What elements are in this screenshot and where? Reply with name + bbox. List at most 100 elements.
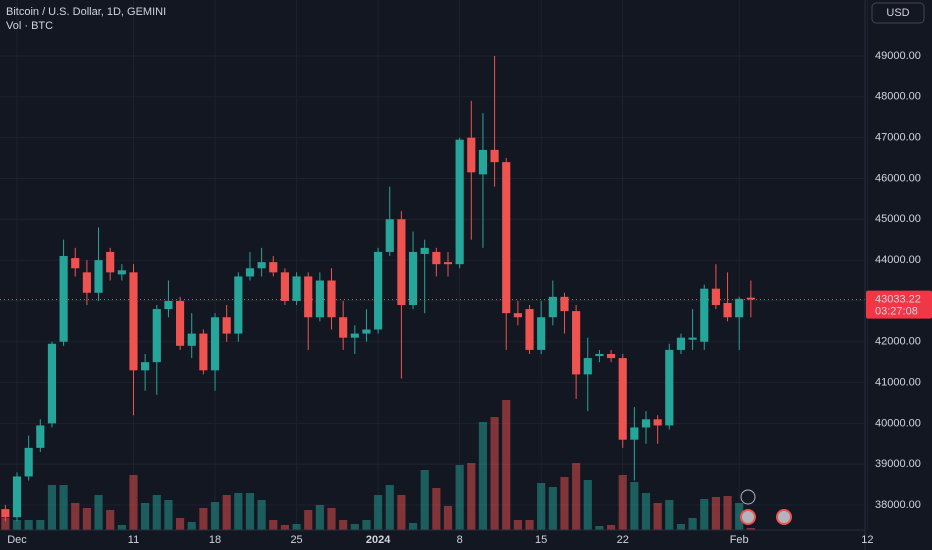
candle-body	[525, 309, 534, 350]
candle-body	[583, 358, 592, 375]
volume-bar	[339, 520, 348, 530]
candle-body	[467, 137, 476, 173]
y-tick-label: 44000.00	[875, 254, 921, 266]
volume-bar	[443, 506, 453, 530]
volume-bar	[618, 475, 627, 530]
volume-bar	[606, 525, 616, 530]
candle-body	[129, 272, 138, 371]
candle-body	[315, 280, 324, 318]
x-tick-label: 22	[617, 534, 629, 546]
volume-bar	[234, 493, 243, 530]
axes: 38000.00 39000.00 40000.00 41000.00 42000.00…	[7, 50, 932, 546]
candle-body	[280, 272, 289, 301]
candle-body	[723, 302, 732, 318]
candle-body	[339, 317, 348, 338]
x-tick-label: 11	[128, 534, 139, 546]
volume-bar	[420, 470, 429, 530]
candle-body	[432, 251, 441, 265]
volume-bar	[735, 503, 744, 530]
y-tick-label: 39000.00	[875, 458, 921, 470]
volume-bar	[478, 422, 488, 530]
volume-bar	[47, 485, 57, 530]
candle-body	[711, 288, 720, 306]
candle-body	[560, 296, 569, 312]
candle-body	[12, 476, 22, 518]
candle-body	[176, 300, 185, 346]
volume-bar	[711, 497, 720, 530]
candle-body	[408, 251, 418, 306]
volume-bar	[199, 508, 208, 530]
candle-body	[187, 333, 196, 346]
volume-bar	[432, 488, 441, 530]
y-tick-label: 38000.00	[875, 499, 921, 511]
candles	[0, 56, 865, 522]
candle-body	[641, 419, 651, 428]
currency-button[interactable]	[871, 2, 925, 24]
volume-bar	[187, 522, 196, 530]
volume-bar	[257, 500, 266, 530]
volume-bar	[548, 487, 557, 530]
volume-bar	[525, 520, 534, 530]
candle-body	[548, 296, 557, 318]
volume-bar	[164, 500, 173, 530]
candle-body	[269, 262, 278, 273]
candle-body	[59, 256, 68, 342]
volume-bar	[152, 495, 161, 530]
volume-bar	[665, 500, 674, 530]
volume-bar	[350, 524, 359, 530]
x-tick-label: 25	[290, 534, 302, 546]
volume-bar	[176, 518, 185, 530]
volume-bar	[129, 475, 138, 530]
candle-body	[24, 447, 33, 477]
event-icon[interactable]	[740, 489, 756, 505]
candle-body	[47, 343, 57, 424]
volume-pane	[1, 400, 755, 530]
volume-bar	[292, 524, 301, 530]
volume-bar	[560, 477, 569, 530]
candle-body	[141, 362, 150, 371]
volume-bar	[280, 525, 289, 530]
last-price-box	[866, 290, 932, 319]
y-tick-label: 41000.00	[875, 376, 921, 388]
countdown: 03:27:08	[875, 305, 918, 317]
candle-body	[455, 139, 464, 265]
volume-bar	[595, 526, 604, 530]
candle-body	[700, 288, 709, 342]
chart-title: Bitcoin / U.S. Dollar, 1D, GEMINI	[6, 6, 166, 18]
candle-body	[374, 251, 383, 330]
volume-bar	[688, 518, 697, 530]
volume-bar	[222, 495, 231, 530]
candle-body	[245, 268, 255, 277]
volume-bar	[455, 465, 464, 530]
candle-body	[1, 509, 10, 518]
volume-bar	[700, 499, 709, 530]
volume-bar	[245, 493, 255, 530]
candle-body	[164, 300, 173, 310]
y-tick-label: 42000.00	[875, 336, 921, 348]
candle-body	[82, 272, 91, 293]
volume-bar	[676, 524, 686, 530]
volume-bar	[537, 483, 546, 530]
flag-icon[interactable]	[776, 509, 792, 525]
x-tick-label: 8	[457, 534, 463, 546]
candle-body	[746, 297, 755, 300]
x-tick-label: 12	[861, 534, 873, 546]
candle-body	[210, 317, 220, 371]
candle-body	[606, 353, 616, 359]
last-price: 43033.22	[875, 293, 921, 305]
candle-body	[117, 270, 126, 275]
volume-bar	[397, 495, 406, 530]
candle-body	[292, 276, 301, 301]
volume-bar	[24, 520, 33, 530]
currency[interactable]: USD	[886, 7, 909, 19]
volume-bar	[408, 523, 418, 530]
x-tick-label: 2024	[366, 534, 391, 546]
volume-bar	[210, 502, 220, 530]
volume-bar	[59, 485, 68, 530]
y-tick-label: 47000.00	[875, 132, 921, 144]
volume-bar	[304, 510, 313, 530]
flag-icon[interactable]	[740, 509, 756, 525]
candle-body	[257, 262, 266, 269]
